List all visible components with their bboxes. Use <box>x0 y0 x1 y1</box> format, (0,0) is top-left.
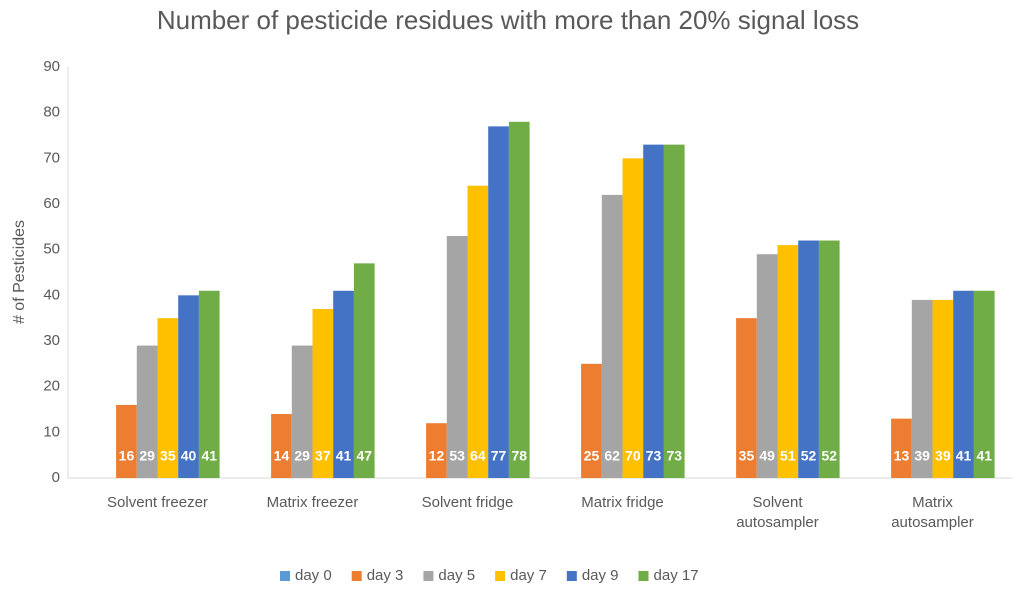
bar <box>601 194 623 478</box>
data-label: 47 <box>356 448 372 464</box>
legend-label: day 17 <box>654 567 699 584</box>
chart-title: Number of pesticide residues with more t… <box>157 5 859 35</box>
bar <box>736 318 757 478</box>
bar <box>911 299 933 478</box>
data-label: 35 <box>739 448 755 464</box>
data-label: 70 <box>625 448 641 464</box>
bar <box>446 235 468 478</box>
y-tick-label: 20 <box>43 378 60 395</box>
data-label: 78 <box>511 448 527 464</box>
legend-label: day 7 <box>510 567 547 584</box>
x-tick-label: Matrix fridge <box>581 494 664 511</box>
y-axis-label: # of Pesticides <box>11 220 28 324</box>
x-tick-label: Solvent freezer <box>107 494 208 511</box>
x-tick-label: Matrix autosampler <box>891 494 974 531</box>
legend-swatch <box>351 571 362 581</box>
bar <box>581 363 602 478</box>
bar <box>798 240 819 478</box>
bar <box>426 423 447 478</box>
y-tick-label: 40 <box>43 286 60 303</box>
bar <box>643 144 664 478</box>
legend-swatch <box>566 571 577 581</box>
x-tick-label: Solvent fridge <box>421 494 514 511</box>
bar <box>488 126 509 478</box>
bar <box>198 290 220 478</box>
y-tick-label: 90 <box>43 58 60 75</box>
data-label: 64 <box>470 448 486 464</box>
data-label: 53 <box>449 448 465 464</box>
bar <box>818 240 840 478</box>
data-label: 29 <box>139 448 155 464</box>
bar <box>467 185 489 478</box>
bar <box>756 254 778 478</box>
data-label: 39 <box>935 448 951 464</box>
data-label: 25 <box>584 448 600 464</box>
bar <box>508 121 530 479</box>
bar <box>157 318 179 478</box>
data-label: 52 <box>821 448 837 464</box>
data-label: 16 <box>119 448 135 464</box>
y-tick-label: 0 <box>52 469 60 486</box>
x-tick-label: Matrix freezer <box>266 494 359 511</box>
bar <box>291 345 313 478</box>
bar <box>932 299 954 478</box>
y-tick-label: 50 <box>43 241 60 258</box>
data-label: 41 <box>336 448 352 464</box>
data-label: 12 <box>429 448 445 464</box>
data-label: 37 <box>315 448 331 464</box>
bar <box>663 144 685 478</box>
bar <box>312 309 334 478</box>
bar <box>178 295 199 478</box>
legend-swatch <box>638 571 649 581</box>
legend-swatch <box>280 571 290 581</box>
bar <box>953 290 974 478</box>
data-label: 52 <box>801 448 817 464</box>
data-label: 51 <box>780 448 796 464</box>
legend-label: day 0 <box>295 567 332 584</box>
legend-label: day 5 <box>438 567 475 584</box>
bar <box>891 418 912 478</box>
bar <box>333 290 354 478</box>
bar <box>271 414 292 478</box>
legend-swatch <box>423 571 434 581</box>
legend-swatch <box>495 571 506 581</box>
data-label: 73 <box>646 448 662 464</box>
data-label: 40 <box>181 448 197 464</box>
data-label: 62 <box>604 448 620 464</box>
data-label: 77 <box>491 448 507 464</box>
data-label: 49 <box>759 448 775 464</box>
x-tick-label: Solvent autosampler <box>736 494 819 531</box>
data-label: 14 <box>274 448 290 464</box>
data-label: 29 <box>294 448 310 464</box>
legend-label: day 3 <box>367 567 404 584</box>
data-label: 13 <box>894 448 910 464</box>
bar <box>116 404 137 478</box>
data-label: 35 <box>160 448 176 464</box>
data-label: 41 <box>201 448 217 464</box>
bar <box>973 290 995 478</box>
data-label: 41 <box>956 448 972 464</box>
y-tick-label: 60 <box>43 195 60 212</box>
data-label: 73 <box>666 448 682 464</box>
bar <box>622 158 644 479</box>
bar <box>136 345 158 478</box>
y-tick-label: 30 <box>43 332 60 349</box>
bar <box>777 245 799 478</box>
data-label: 39 <box>914 448 930 464</box>
legend-label: day 9 <box>582 567 619 584</box>
y-tick-label: 70 <box>43 149 60 166</box>
data-label: 41 <box>976 448 992 464</box>
bar <box>353 263 375 478</box>
y-tick-label: 80 <box>43 104 60 121</box>
y-tick-label: 10 <box>43 423 60 440</box>
